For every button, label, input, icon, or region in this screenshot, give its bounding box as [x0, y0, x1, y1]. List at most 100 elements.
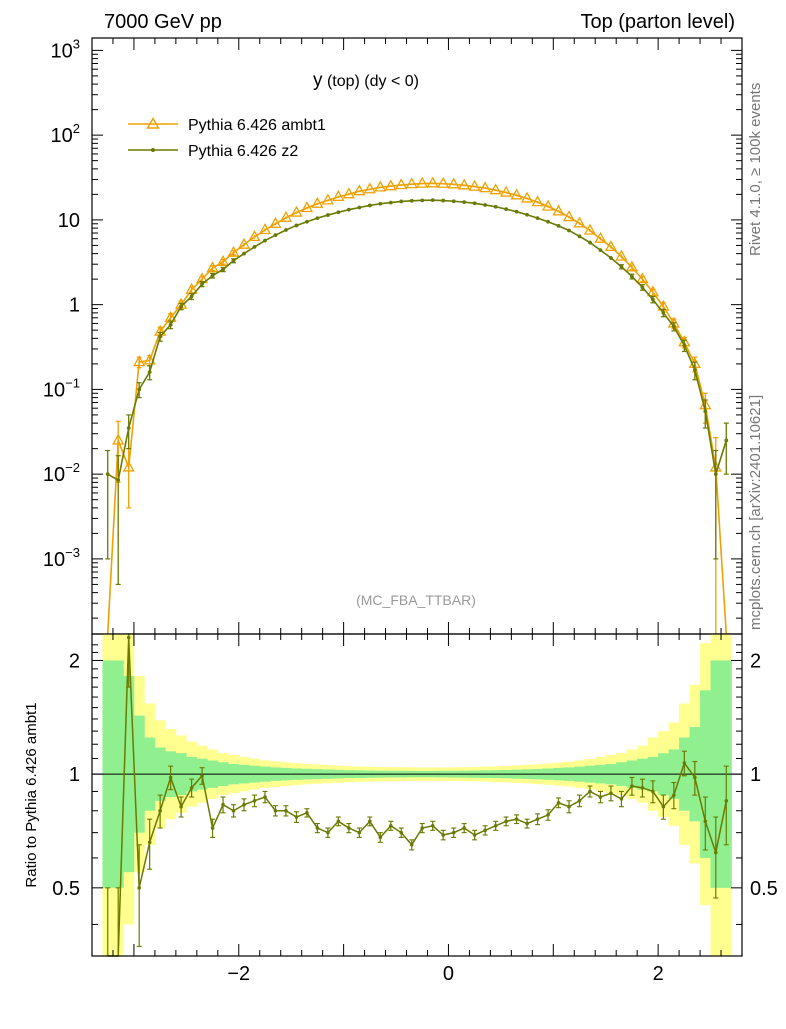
ratio-data-point	[231, 808, 236, 813]
data-point-z2	[556, 223, 561, 228]
ratio-data-point	[294, 815, 299, 819]
main-panel: y (top) (dy < 0) (MC_FBA_TTBAR) Pythia 6…	[43, 36, 743, 635]
data-point-ambt1	[258, 223, 272, 235]
ratio-data-point	[347, 826, 351, 830]
data-point-ambt1	[562, 210, 576, 222]
data-point-z2	[189, 294, 194, 299]
ratio-y-tick-label-left: 0.5	[52, 878, 80, 900]
data-point-ambt1	[636, 272, 649, 284]
data-point-ambt1	[458, 178, 471, 190]
ratio-data-point	[357, 830, 362, 835]
data-point-ambt1	[300, 201, 314, 213]
data-point-z2	[378, 201, 383, 206]
rivet-version-label: Rivet 4.1.0, ≥ 100k events	[747, 83, 764, 256]
ratio-data-point	[588, 789, 592, 794]
ratio-data-point	[525, 821, 529, 826]
data-point-z2	[168, 322, 173, 327]
ratio-panel: Ratio to Pythia 6.426 ambt1 0.5 0.5 1 1 2 2 −2…	[23, 633, 778, 985]
data-point-z2	[336, 210, 341, 215]
ratio-data-point	[368, 819, 372, 824]
data-point-ambt1	[531, 195, 544, 207]
data-point-ambt1	[374, 180, 387, 192]
ratio-y-tick-label-right: 0.5	[750, 878, 778, 900]
ratio-data-point	[210, 826, 215, 830]
y-tick-mantissa: 10	[43, 549, 65, 571]
y-tick-mantissa: 10	[43, 464, 65, 486]
ratio-data-point	[472, 833, 477, 837]
y-tick-mantissa: 10	[58, 210, 80, 232]
legend-marker-ambt1	[146, 117, 160, 129]
data-point-z2	[567, 228, 571, 233]
data-point-z2	[462, 200, 467, 205]
data-point-ambt1	[237, 237, 251, 249]
ratio-data-point	[409, 843, 414, 847]
ratio-data-point	[179, 804, 183, 809]
data-point-ambt1	[363, 182, 376, 194]
data-point-z2	[273, 233, 278, 238]
ratio-y-tick-label-left: 2	[69, 650, 80, 672]
ratio-data-point	[252, 799, 257, 803]
data-point-ambt1	[384, 179, 397, 191]
data-point-ambt1	[426, 176, 439, 188]
ratio-data-point	[724, 799, 729, 803]
data-point-ambt1	[279, 210, 293, 222]
ratio-data-point	[546, 813, 550, 817]
data-point-z2	[357, 205, 362, 210]
data-point-z2	[284, 228, 288, 232]
main-title-suffix: (top) (dy < 0)	[323, 73, 419, 90]
ratio-data-point	[326, 830, 330, 835]
data-point-ambt1	[468, 179, 481, 191]
data-point-ambt1	[573, 216, 586, 228]
data-point-ambt1	[625, 260, 639, 272]
legend-entry-ambt1: Pythia 6.426 ambt1	[128, 117, 326, 134]
ratio-data-point	[284, 808, 288, 813]
data-point-ambt1	[447, 177, 460, 189]
header-observable-label: Top (parton level)	[580, 11, 735, 33]
x-tick-label: 0	[443, 963, 454, 985]
y-tick-exponent: −3	[65, 545, 80, 560]
ratio-data-point	[315, 826, 320, 830]
data-point-z2	[346, 207, 351, 212]
ratio-series-line	[107, 637, 728, 957]
data-point-ambt1	[342, 187, 355, 199]
data-point-z2	[630, 274, 634, 279]
ratio-data-point	[420, 826, 425, 830]
legend: Pythia 6.426 ambt1 Pythia 6.426 z2	[128, 117, 326, 160]
data-point-z2	[671, 324, 676, 329]
data-point-z2	[325, 213, 330, 217]
data-point-ambt1	[332, 190, 345, 202]
data-point-ambt1	[405, 177, 418, 189]
ratio-data-point	[263, 795, 267, 799]
y-tick-mantissa: 10	[51, 40, 73, 62]
legend-label-z2: Pythia 6.426 z2	[188, 143, 298, 160]
data-point-z2	[483, 203, 488, 207]
main-title: y (top) (dy < 0)	[313, 70, 419, 91]
ratio-data-point	[577, 799, 582, 803]
ratio-data-point	[504, 819, 508, 824]
data-point-ambt1	[500, 185, 513, 197]
ratio-data-point	[672, 793, 676, 797]
data-point-ambt1	[594, 231, 607, 243]
data-point-ambt1	[479, 181, 492, 193]
data-point-z2	[472, 201, 477, 206]
y-tick-label: 10	[58, 210, 80, 232]
mcplots-credit-label: mcplots.cern.ch [arXiv:2401.10621]	[747, 395, 764, 630]
ratio-data-point	[336, 819, 341, 824]
data-point-z2	[619, 264, 624, 269]
data-point-ambt1	[227, 245, 240, 257]
data-point-z2	[598, 248, 603, 253]
y-tick-mantissa: 10	[51, 125, 73, 147]
data-point-z2	[388, 200, 393, 205]
y-tick-label: 10−2	[43, 460, 80, 486]
ratio-data-point	[514, 817, 519, 821]
y-tick-label: 102	[51, 121, 80, 147]
y-tick-exponent: −1	[65, 375, 80, 390]
data-point-ambt1	[112, 433, 125, 445]
ratio-data-point	[619, 797, 624, 801]
data-point-z2	[126, 426, 131, 430]
ratio-data-point	[399, 830, 404, 835]
ratio-data-point	[441, 833, 446, 837]
data-point-z2	[525, 212, 529, 217]
